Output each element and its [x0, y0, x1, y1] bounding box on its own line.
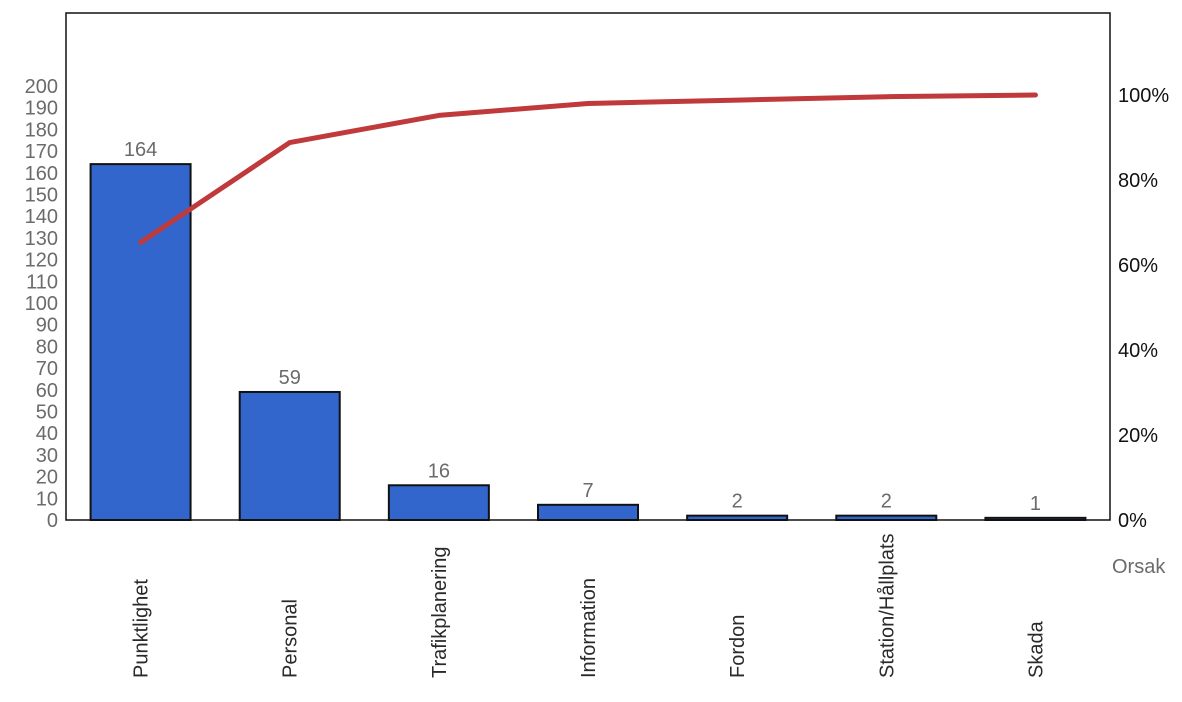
- bar-value-label: 2: [881, 491, 892, 513]
- y-tick-label: 90: [36, 315, 58, 337]
- cumulative-point: [884, 95, 888, 99]
- right-axis-ticks: 0% 20% 40% 60% 80% 100%: [1118, 85, 1169, 532]
- y-tick-label: 10: [36, 488, 58, 510]
- y-tick-label: 70: [36, 358, 58, 380]
- cumulative-point: [288, 141, 292, 145]
- y-tick-label: 190: [25, 98, 58, 120]
- category-label: Punktlighet: [131, 579, 153, 678]
- bar: [686, 514, 789, 521]
- y-tick-label: 0: [47, 510, 58, 532]
- x-axis-title: Orsak: [1112, 556, 1166, 578]
- category-label: Information: [578, 578, 600, 678]
- bar-value-label: 7: [582, 480, 593, 502]
- cumulative-point: [586, 102, 590, 105]
- y-tick-label: 150: [25, 185, 58, 207]
- bar-data-labels: 164 59 16 7 2 2 1: [124, 139, 1041, 515]
- bar-value-label: 164: [124, 139, 157, 161]
- cumulative-line: [138, 92, 1038, 245]
- y-tick-label: 20: [36, 467, 58, 489]
- y-tick-label: 170: [25, 141, 58, 163]
- bar: [238, 390, 341, 521]
- y2-tick-label: 60%: [1118, 255, 1158, 277]
- y-tick-label: 120: [25, 250, 58, 272]
- category-label: Skada: [1025, 620, 1047, 678]
- category-label: Station/Hållplats: [876, 533, 898, 678]
- category-label: Fordon: [727, 615, 749, 678]
- bar-value-label: 16: [428, 460, 450, 482]
- bar-value-label: 1: [1030, 493, 1041, 515]
- bar: [835, 514, 938, 521]
- y-tick-label: 130: [25, 228, 58, 250]
- bar: [89, 163, 192, 521]
- y-tick-label: 30: [36, 445, 58, 467]
- y-tick-label: 110: [26, 271, 58, 293]
- y-tick-label: 200: [25, 76, 58, 98]
- left-axis-ticks: 0102030405060708090100110120130140150160…: [25, 76, 58, 532]
- category-label: Trafikplanering: [429, 546, 451, 678]
- bar-value-label: 2: [732, 491, 743, 513]
- y2-tick-label: 0%: [1118, 510, 1147, 532]
- plot-frame: [65, 12, 1111, 521]
- y-tick-label: 40: [36, 423, 58, 445]
- y-tick-label: 180: [25, 119, 58, 141]
- cumulative-point: [1033, 93, 1037, 97]
- y2-tick-label: 40%: [1118, 340, 1158, 362]
- y-tick-label: 100: [25, 293, 58, 315]
- bar-series: [89, 163, 1087, 522]
- y-tick-label: 140: [25, 206, 58, 228]
- cumulative-point: [735, 98, 739, 102]
- category-label: Personal: [280, 599, 302, 678]
- y2-tick-label: 80%: [1118, 170, 1158, 192]
- y-tick-label: 50: [36, 402, 58, 424]
- y-tick-label: 60: [36, 380, 58, 402]
- category-labels: Punktlighet Personal Trafikplanering Inform…: [131, 533, 1048, 678]
- bar-value-label: 59: [279, 367, 301, 389]
- cumulative-point: [139, 240, 143, 244]
- bar: [537, 503, 639, 521]
- y2-tick-label: 20%: [1118, 425, 1158, 447]
- bar: [387, 484, 490, 521]
- y2-tick-label: 100%: [1118, 85, 1169, 107]
- y-tick-label: 160: [25, 163, 58, 185]
- cumulative-point: [437, 113, 441, 117]
- bar: [984, 516, 1087, 522]
- y-tick-label: 80: [36, 336, 58, 358]
- cumulative-line-series: [138, 92, 1038, 245]
